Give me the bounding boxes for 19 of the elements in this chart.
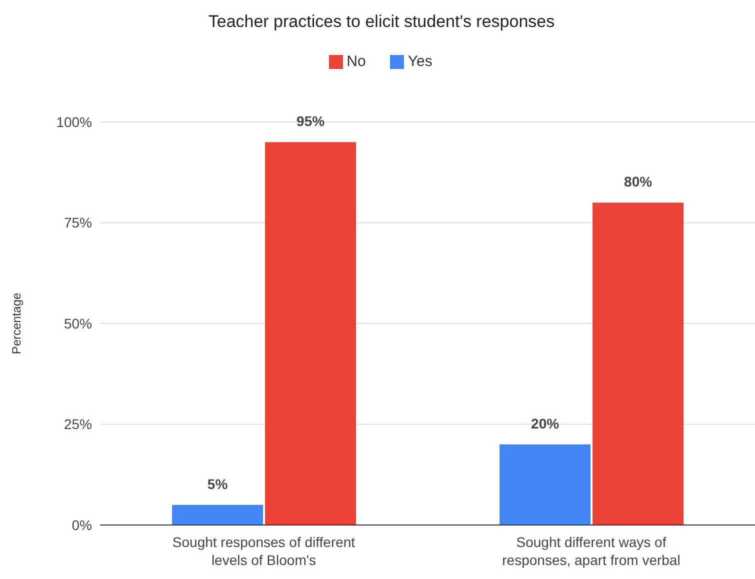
data-label: 5% <box>207 476 228 492</box>
bar <box>592 202 684 525</box>
data-label: 95% <box>296 113 326 130</box>
y-tick-label: 0% <box>72 516 92 533</box>
legend-label: Yes <box>408 53 432 70</box>
bar <box>265 142 356 525</box>
x-tick-label: Sought different ways of responses, apart from verbal <box>502 534 680 568</box>
data-label: 80% <box>624 174 653 190</box>
bar <box>172 504 264 525</box>
x-tick-label: Sought responses of different levels of Bloom's <box>172 534 356 568</box>
y-tick-label: 75% <box>64 214 92 231</box>
legend-label: No <box>346 53 366 70</box>
y-tick-label: 50% <box>64 315 92 332</box>
y-axis-title: Percentage <box>9 292 24 354</box>
data-label: 20% <box>531 415 560 432</box>
y-tick-label: 25% <box>64 416 92 432</box>
y-tick-label: 100% <box>56 114 92 130</box>
bar <box>500 444 591 525</box>
chart-title: Teacher practices to elicit student's responses <box>207 12 556 32</box>
